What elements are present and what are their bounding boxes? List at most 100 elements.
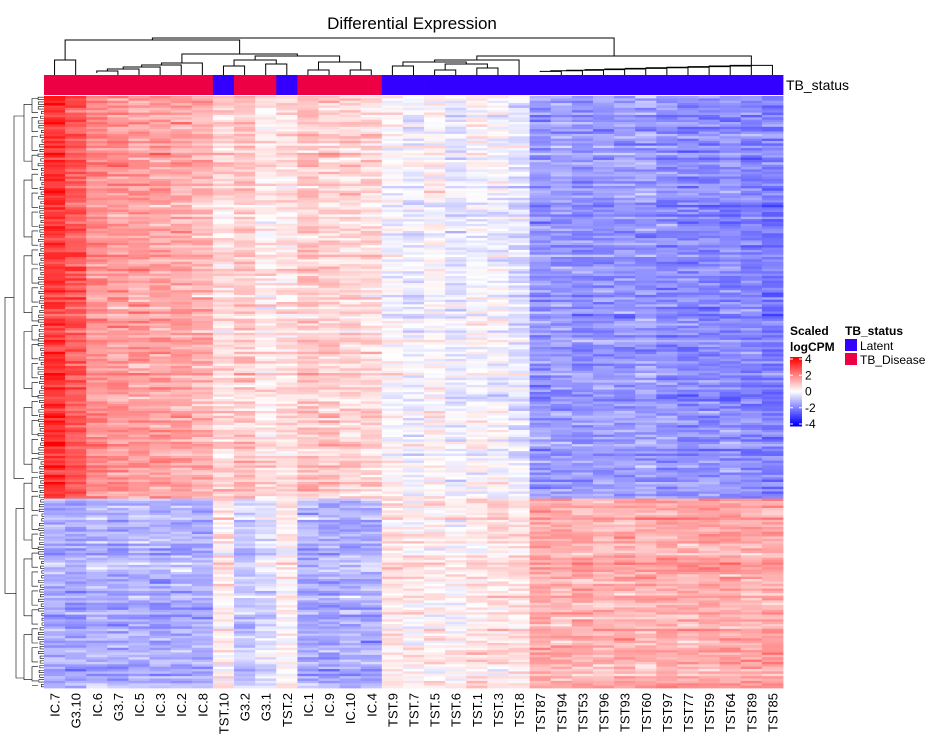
heatmap-cell — [107, 302, 129, 305]
heatmap-cell — [719, 403, 742, 407]
heatmap-cell — [381, 252, 404, 256]
heatmap-cell — [445, 129, 467, 132]
heatmap-cell — [550, 290, 573, 293]
heatmap-cell — [65, 240, 87, 244]
heatmap-cell — [677, 164, 699, 168]
heatmap-cell — [149, 384, 172, 388]
heatmap-cell — [212, 347, 235, 350]
heatmap-cell — [656, 306, 678, 310]
heatmap-cell — [339, 396, 362, 400]
heatmap-cell — [107, 119, 129, 123]
heatmap-cell — [128, 365, 150, 369]
heatmap-cell — [445, 302, 467, 305]
heatmap-cell — [297, 100, 319, 104]
heatmap-cell — [635, 188, 657, 192]
heatmap-cell — [170, 133, 193, 137]
heatmap-cell — [276, 107, 298, 111]
heatmap-cell — [656, 287, 678, 291]
heatmap-cell — [276, 392, 298, 395]
heatmap-cell — [529, 387, 552, 391]
heatmap-cell — [635, 107, 657, 111]
heatmap-cell — [212, 245, 235, 248]
heatmap-cell — [445, 169, 467, 173]
heatmap-cell — [360, 287, 383, 291]
heatmap-cell — [402, 183, 425, 187]
heatmap-cell — [466, 223, 488, 227]
heatmap-cell — [571, 283, 594, 286]
heatmap-cell — [677, 299, 699, 303]
heatmap-cell — [191, 347, 214, 350]
heatmap-cell — [255, 342, 277, 346]
heatmap-cell — [107, 114, 129, 118]
heatmap-cell — [698, 240, 721, 244]
dendrogram-branch — [38, 314, 44, 318]
heatmap-cell — [86, 112, 108, 116]
heatmap-cell — [276, 181, 298, 185]
heatmap-cell — [719, 373, 742, 376]
heatmap-cell — [677, 316, 699, 319]
heatmap-cell — [128, 306, 150, 310]
heatmap-cell — [276, 370, 298, 374]
heatmap-cell — [424, 342, 446, 346]
heatmap-cell — [255, 200, 277, 203]
heatmap-cell — [550, 283, 573, 286]
heatmap-cell — [529, 105, 552, 109]
heatmap-cell — [550, 96, 573, 99]
heatmap-cell — [339, 133, 362, 137]
heatmap-cell — [761, 235, 784, 239]
heatmap-cell — [381, 190, 404, 194]
heatmap-cell — [191, 230, 214, 234]
heatmap-cell — [635, 112, 657, 116]
heatmap-cell — [529, 356, 552, 360]
dendrogram-branch — [31, 98, 38, 113]
heatmap-cell — [550, 358, 573, 362]
heatmap-cell — [466, 202, 488, 206]
heatmap-cell — [487, 306, 509, 310]
heatmap-cell — [149, 297, 172, 301]
heatmap-cell — [297, 162, 319, 166]
heatmap-cell — [508, 212, 531, 215]
heatmap-cell — [571, 240, 594, 244]
heatmap-cell — [234, 377, 256, 381]
heatmap-cell — [149, 140, 172, 144]
heatmap-cell — [677, 223, 699, 227]
heatmap-cell — [740, 268, 763, 272]
heatmap-cell — [86, 155, 108, 158]
heatmap-cell — [107, 287, 129, 291]
heatmap-cell — [44, 320, 66, 324]
heatmap-cell — [381, 98, 404, 102]
heatmap-cell — [614, 275, 636, 279]
heatmap-cell — [592, 226, 615, 230]
heatmap-cell — [339, 233, 362, 237]
heatmap-cell — [381, 273, 404, 277]
heatmap-cell — [297, 382, 319, 386]
heatmap-cell — [402, 273, 425, 277]
heatmap-cell — [128, 377, 150, 381]
heatmap-cell — [44, 202, 66, 206]
heatmap-cell — [466, 238, 488, 241]
heatmap-cell — [276, 96, 298, 99]
heatmap-cell — [128, 358, 150, 362]
heatmap-cell — [276, 394, 298, 398]
heatmap-cell — [107, 117, 129, 121]
heatmap-cell — [339, 415, 362, 419]
heatmap-cell — [740, 204, 763, 208]
heatmap-cell — [276, 174, 298, 177]
heatmap-cell — [466, 162, 488, 166]
heatmap-cell — [550, 335, 573, 338]
heatmap-cell — [65, 415, 87, 419]
heatmap-cell — [297, 299, 319, 303]
heatmap-cell — [170, 344, 193, 348]
heatmap-cell — [402, 335, 425, 338]
heatmap-cell — [149, 294, 172, 298]
heatmap-cell — [234, 159, 256, 163]
heatmap-cell — [44, 299, 66, 303]
heatmap-cell — [191, 228, 214, 232]
heatmap-cell — [44, 259, 66, 263]
heatmap-cell — [339, 403, 362, 407]
heatmap-cell — [740, 100, 763, 104]
heatmap-cell — [445, 103, 467, 106]
heatmap-cell — [508, 408, 531, 412]
heatmap-cell — [508, 148, 531, 151]
heatmap-cell — [719, 318, 742, 322]
